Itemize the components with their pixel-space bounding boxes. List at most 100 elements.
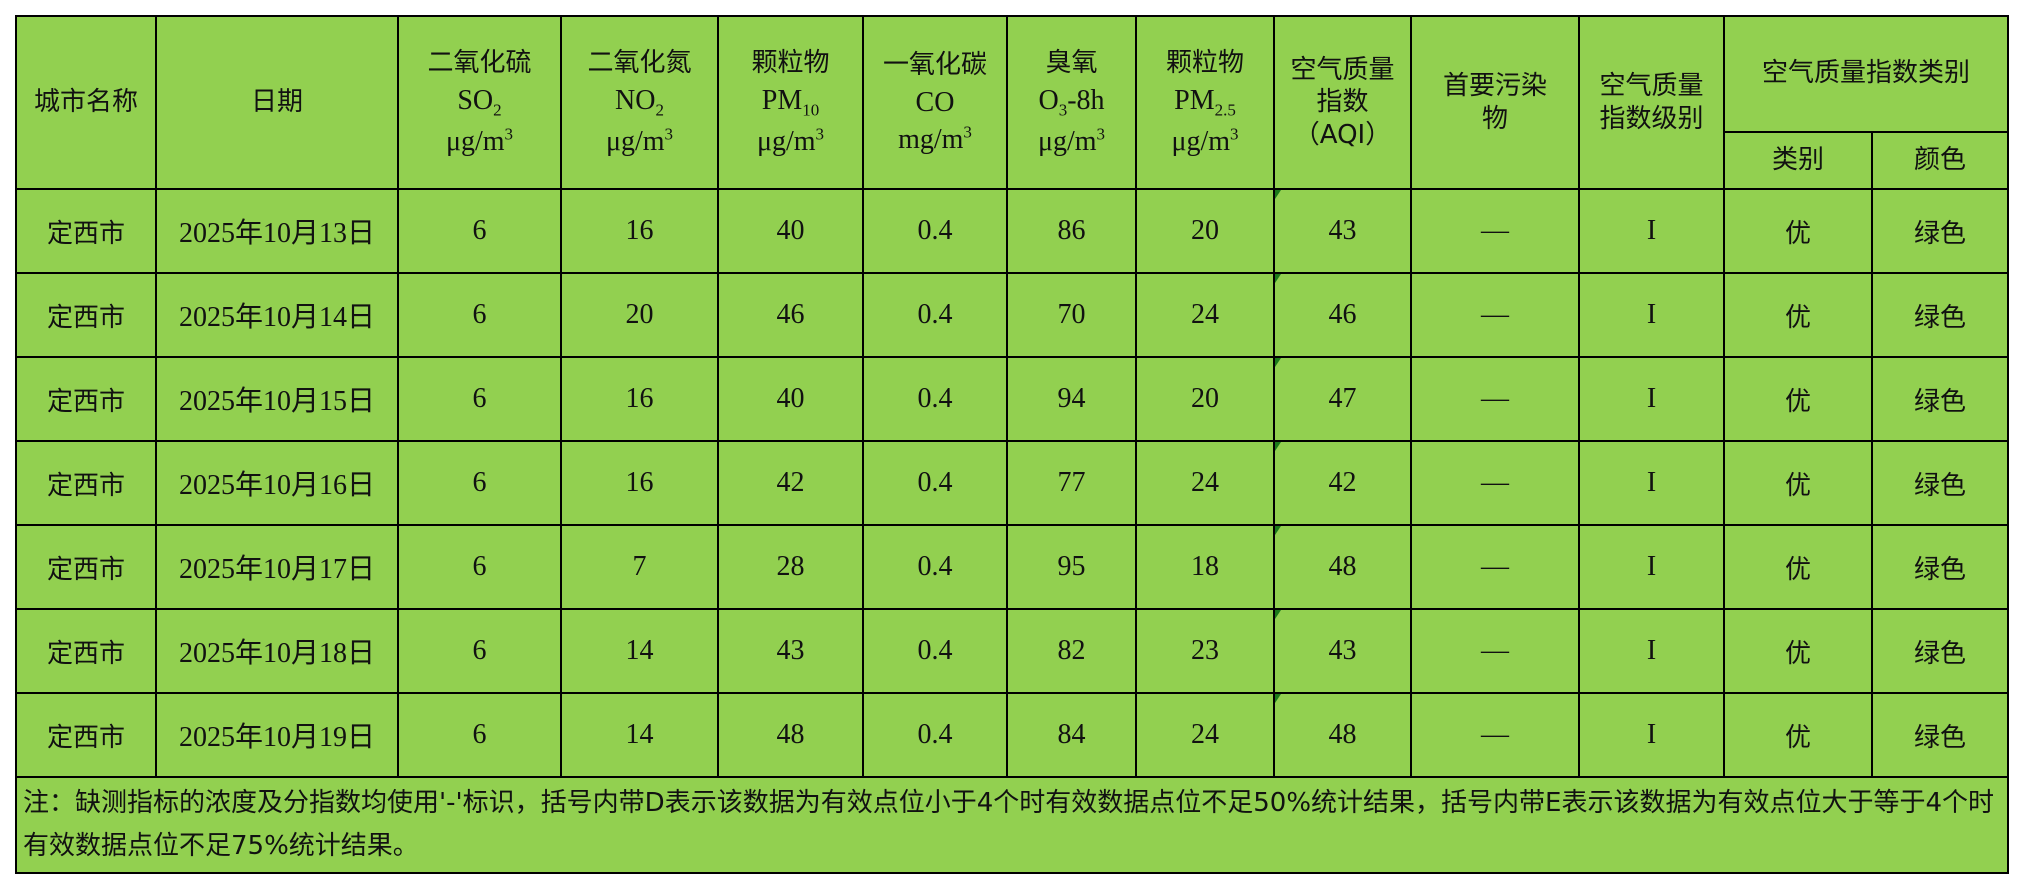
corner-marker-icon	[1275, 358, 1281, 367]
cell-so2: 6	[397, 692, 562, 778]
cell-value: 48	[1328, 551, 1357, 582]
header-category-group: 空气质量指数类别	[1722, 15, 2010, 133]
cell-value: 24	[1191, 719, 1219, 750]
header-primary-pollutant: 首要污染物	[1410, 15, 1580, 190]
cell-value: 82	[1057, 635, 1086, 666]
cell-so2: 6	[397, 356, 562, 442]
cell-value: 48	[776, 719, 805, 750]
header-o3: 臭氧 O3-8h μg/m3	[1006, 15, 1137, 190]
cell-o3: 95	[1006, 524, 1137, 610]
cell-value: 绿色	[1914, 386, 1967, 417]
header-pm25: 颗粒物 PM2.5 μg/m3	[1135, 15, 1275, 190]
cell-value: 6	[472, 299, 487, 330]
table-row: 定西市 2025年10月14日 6 20 46 0.4 70 24 46 — I 优 绿色	[15, 272, 2010, 358]
cell-no2: 14	[560, 608, 719, 694]
corner-marker-icon	[1275, 694, 1281, 703]
cell-color: 绿色	[1870, 692, 2010, 778]
cell-value: —	[1481, 551, 1509, 582]
header-pm10: 颗粒物 PM10 μg/m3	[717, 15, 864, 190]
cell-value: 优	[1784, 722, 1811, 753]
cell-value: 0.4	[917, 215, 953, 246]
cell-value: 42	[1328, 467, 1357, 498]
cell-date: 2025年10月18日	[155, 608, 399, 694]
cell-value: 47	[1328, 383, 1357, 414]
cell-value: —	[1481, 215, 1509, 246]
footnote: 注：缺测指标的浓度及分指数均使用'-'标识，括号内带D表示该数据为有效点位小于4…	[14, 776, 2010, 874]
cell-value: 16	[625, 467, 654, 498]
cell-value: 20	[1191, 383, 1219, 414]
cell-o3: 82	[1006, 608, 1137, 694]
cell-level: I	[1578, 272, 1725, 358]
cell-category: 优	[1723, 272, 1873, 358]
cell-date: 2025年10月16日	[155, 440, 399, 526]
cell-primary: —	[1410, 524, 1580, 610]
table-row: 定西市 2025年10月17日 6 7 28 0.4 95 18 48 — I 优 绿色	[15, 524, 2010, 610]
cell-co: 0.4	[862, 608, 1008, 694]
cell-value: 绿色	[1914, 722, 1967, 753]
cell-value: 优	[1784, 638, 1811, 669]
cell-no2: 16	[560, 356, 719, 442]
cell-primary: —	[1410, 272, 1580, 358]
cell-aqi: 43	[1273, 608, 1412, 694]
cell-value: 优	[1784, 302, 1811, 333]
cell-o3: 86	[1006, 188, 1137, 274]
cell-pm25: 20	[1135, 188, 1275, 274]
cell-value: 84	[1057, 719, 1086, 750]
header-aqi: 空气质量 指数 （AQI）	[1273, 15, 1412, 190]
cell-o3: 70	[1006, 272, 1137, 358]
cell-value: 24	[1191, 467, 1219, 498]
cell-level: I	[1578, 608, 1725, 694]
cell-aqi: 48	[1273, 692, 1412, 778]
cell-value: 20	[1191, 215, 1219, 246]
cell-value: 定西市	[46, 722, 125, 753]
corner-marker-icon	[1275, 274, 1281, 283]
cell-no2: 16	[560, 440, 719, 526]
cell-value: 定西市	[46, 554, 125, 585]
cell-value: 绿色	[1914, 218, 1967, 249]
cell-value: 24	[1191, 299, 1219, 330]
cell-value: 0.4	[917, 383, 953, 414]
cell-so2: 6	[397, 188, 562, 274]
cell-aqi: 42	[1273, 440, 1412, 526]
cell-no2: 20	[560, 272, 719, 358]
corner-marker-icon	[1275, 190, 1281, 199]
corner-marker-icon	[1275, 610, 1281, 619]
cell-value: 2025年10月14日	[178, 302, 375, 333]
cell-date: 2025年10月14日	[155, 272, 399, 358]
cell-co: 0.4	[862, 272, 1008, 358]
cell-o3: 84	[1006, 692, 1137, 778]
cell-value: 优	[1784, 386, 1811, 417]
header-so2: 二氧化硫 SO2 μg/m3	[397, 15, 562, 190]
cell-value: 6	[472, 635, 487, 666]
cell-date: 2025年10月13日	[155, 188, 399, 274]
cell-color: 绿色	[1870, 608, 2010, 694]
cell-value: —	[1481, 719, 1509, 750]
cell-value: 14	[625, 635, 654, 666]
corner-marker-icon	[1275, 442, 1281, 451]
cell-pm10: 40	[717, 188, 864, 274]
table-row: 定西市 2025年10月15日 6 16 40 0.4 94 20 47 — I 优 绿色	[15, 356, 2010, 442]
cell-color: 绿色	[1870, 272, 2010, 358]
cell-value: 42	[776, 467, 805, 498]
cell-city: 定西市	[15, 692, 157, 778]
cell-category: 优	[1723, 692, 1873, 778]
cell-value: 40	[776, 215, 805, 246]
cell-pm25: 24	[1135, 440, 1275, 526]
cell-value: 定西市	[46, 218, 125, 249]
cell-pm10: 42	[717, 440, 864, 526]
table-row: 定西市 2025年10月19日 6 14 48 0.4 84 24 48 — I 优 绿色	[15, 692, 2010, 778]
cell-value: 优	[1784, 470, 1811, 501]
cell-so2: 6	[397, 440, 562, 526]
cell-value: 43	[1328, 635, 1357, 666]
cell-value: I	[1646, 299, 1657, 330]
cell-color: 绿色	[1870, 440, 2010, 526]
cell-city: 定西市	[15, 608, 157, 694]
cell-pm25: 23	[1135, 608, 1275, 694]
header-no2: 二氧化氮 NO2 μg/m3	[560, 15, 719, 190]
cell-value: 16	[625, 383, 654, 414]
cell-co: 0.4	[862, 356, 1008, 442]
cell-primary: —	[1410, 440, 1580, 526]
cell-value: 绿色	[1914, 554, 1967, 585]
cell-aqi: 47	[1273, 356, 1412, 442]
cell-category: 优	[1723, 524, 1873, 610]
